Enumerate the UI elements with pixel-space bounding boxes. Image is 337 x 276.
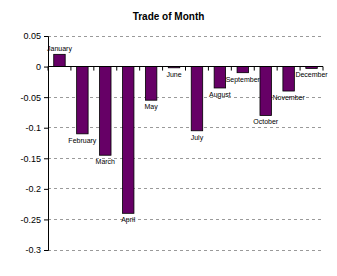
- y-tick-mark: [44, 158, 48, 159]
- grid-line: [48, 250, 323, 251]
- category-label: May: [145, 103, 159, 111]
- bar: [54, 54, 65, 66]
- bar: [237, 67, 248, 73]
- x-axis: [48, 67, 323, 71]
- category-label: April: [121, 216, 135, 224]
- y-axis-line: [44, 37, 49, 251]
- y-tick-label: -0.05: [20, 93, 41, 103]
- grid-line: [48, 158, 323, 159]
- x-tick: [185, 67, 186, 71]
- bar: [260, 67, 271, 116]
- y-tick: 0: [36, 62, 48, 72]
- bar: [145, 67, 156, 101]
- y-tick-label: -0.25: [20, 215, 41, 225]
- category-label: November: [272, 94, 305, 101]
- grid-line: [48, 219, 323, 220]
- y-tick: -0.05: [20, 93, 48, 103]
- y-tick: -0.1: [25, 123, 48, 133]
- y-tick: -0.3: [25, 245, 48, 255]
- y-tick-label: -0.3: [25, 245, 41, 255]
- bar: [283, 67, 294, 91]
- x-tick: [139, 67, 140, 71]
- y-tick: -0.15: [20, 154, 48, 164]
- bar: [191, 67, 202, 131]
- category-label: January: [47, 45, 72, 53]
- grid-line: [48, 36, 323, 37]
- y-tick: -0.25: [20, 215, 48, 225]
- bar: [214, 67, 225, 88]
- y-tick-mark: [44, 128, 48, 129]
- title: Trade of Month: [133, 11, 205, 22]
- x-tick: [93, 67, 94, 71]
- x-tick: [70, 67, 71, 71]
- category-label: August: [209, 91, 231, 99]
- category-label: September: [226, 76, 261, 84]
- x-tick: [277, 67, 278, 71]
- grid-line: [48, 127, 323, 128]
- y-tick-label: -0.15: [20, 154, 41, 164]
- x-tick: [323, 67, 324, 71]
- grid: [48, 36, 323, 250]
- y-tick-mark: [44, 67, 48, 68]
- y-tick-mark: [44, 189, 48, 190]
- y-tick-label: -0.2: [25, 184, 41, 194]
- x-tick: [300, 67, 301, 71]
- bars: [54, 54, 318, 213]
- bar: [77, 67, 88, 134]
- x-tick: [254, 67, 255, 71]
- y-tick-mark: [44, 219, 48, 220]
- category-label: July: [191, 134, 204, 142]
- bar: [122, 67, 133, 214]
- y-tick-mark: [44, 36, 48, 37]
- chart: Trade of Month 0.05 0 -0.05 -0.1 -0.15 -0.2 -0.…: [0, 0, 337, 276]
- background: [0, 0, 337, 276]
- y-tick-label: 0.05: [23, 31, 41, 41]
- plot: 0.05 0 -0.05 -0.1 -0.15 -0.2 -0.25 -0.3 January F…: [20, 31, 328, 255]
- category-label: December: [295, 71, 328, 78]
- y-tick: 0.05: [23, 31, 48, 41]
- y-tick: -0.2: [25, 184, 48, 194]
- category-labels: January February March April May June July Augu…: [47, 45, 328, 224]
- y-axis: 0.05 0 -0.05 -0.1 -0.15 -0.2 -0.25 -0.3: [20, 31, 48, 255]
- x-tick: [162, 67, 163, 71]
- bar: [100, 67, 111, 156]
- y-tick-label: -0.1: [25, 123, 41, 133]
- y-tick-mark: [44, 250, 48, 251]
- category-label: October: [253, 118, 279, 125]
- x-tick: [116, 67, 117, 71]
- category-label: February: [68, 137, 97, 145]
- x-tick: [208, 67, 209, 71]
- category-label: March: [96, 158, 116, 165]
- category-label: June: [166, 71, 181, 78]
- y-tick-label: 0: [36, 62, 41, 72]
- grid-line: [48, 188, 323, 189]
- x-tick: [231, 67, 232, 71]
- y-tick-mark: [44, 97, 48, 98]
